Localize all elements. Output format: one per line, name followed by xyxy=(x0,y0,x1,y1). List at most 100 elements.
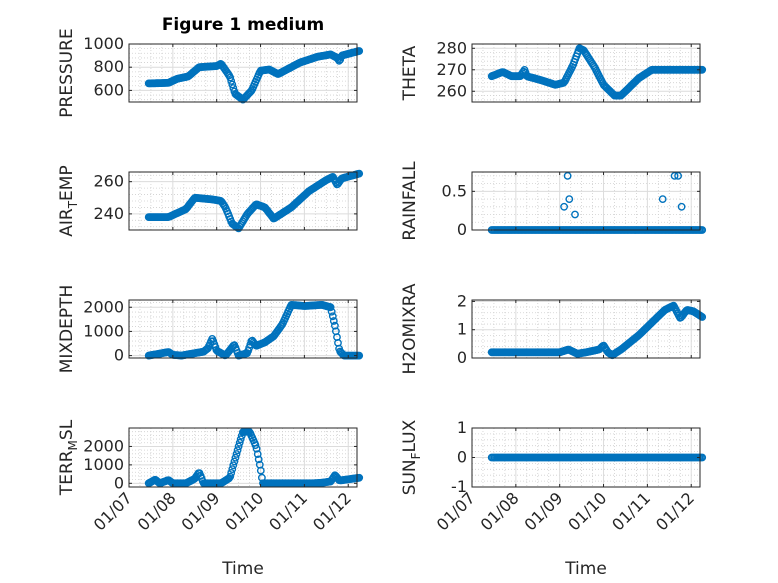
y-tick-label: 1000 xyxy=(83,34,124,53)
subplot-8: -10101/0701/0801/0901/1001/1101/12SUNFLU… xyxy=(400,418,707,534)
data-point xyxy=(328,312,337,321)
data-point xyxy=(232,450,241,458)
x-tick-label: 01/07 xyxy=(90,488,136,534)
y-tick-label: 270 xyxy=(436,60,467,79)
data-point xyxy=(228,465,237,473)
series-markers xyxy=(487,171,707,234)
y-tick-label: 0 xyxy=(114,346,124,365)
y-axis-label: H2OMIXRA xyxy=(400,283,420,374)
data-point xyxy=(327,307,336,316)
series-markers xyxy=(487,44,707,100)
y-axis-label: MIXDEPTH xyxy=(57,285,77,374)
x-tick-label: 01/09 xyxy=(177,488,223,534)
y-tick-label: 1 xyxy=(457,418,467,437)
y-tick-label: 2 xyxy=(457,291,467,310)
subplot-4: 0 0.5 RAINFALL xyxy=(400,161,707,241)
x-tick-label: 01/12 xyxy=(652,488,698,534)
data-point xyxy=(251,441,260,449)
y-tick-label: 260 xyxy=(93,172,124,191)
y-tick-label: 260 xyxy=(436,81,467,100)
data-point xyxy=(229,461,238,470)
data-point xyxy=(228,80,237,89)
series-markers xyxy=(487,453,707,462)
axes-box xyxy=(471,43,701,103)
x-tick-label: 01/11 xyxy=(265,488,311,534)
subplot-5: 0 1000 2000 MIXDEPTH xyxy=(57,285,364,374)
series-markers xyxy=(487,301,707,360)
y-axis-label: THETA xyxy=(400,45,420,101)
data-point xyxy=(253,450,262,458)
data-point xyxy=(563,171,572,180)
y-tick-label: 1000 xyxy=(83,455,124,474)
y-tick-label: 0 xyxy=(457,448,467,467)
y-tick-label: 0.5 xyxy=(442,181,467,200)
axes-box xyxy=(471,299,701,359)
data-point xyxy=(252,444,261,453)
data-point xyxy=(355,473,364,482)
y-tick-label: 800 xyxy=(93,57,124,76)
x-axis-label-left: Time xyxy=(221,559,264,579)
series-markers xyxy=(144,47,364,104)
y-tick-label: 0 xyxy=(457,220,467,239)
y-tick-label: 600 xyxy=(93,80,124,99)
data-point xyxy=(355,169,364,178)
x-tick-label: 01/08 xyxy=(477,488,523,534)
data-point xyxy=(698,313,707,321)
data-point xyxy=(230,457,239,466)
y-axis-label: PRESSURE xyxy=(57,28,77,117)
y-axis-label: TERRMSL xyxy=(57,419,80,496)
data-point xyxy=(236,435,245,444)
y-tick-label: 1000 xyxy=(83,321,124,340)
x-tick-label: 01/12 xyxy=(309,488,355,534)
y-tick-label: 240 xyxy=(93,204,124,223)
series-markers xyxy=(144,169,364,233)
data-point xyxy=(571,210,579,219)
x-axis-label-right: Time xyxy=(564,559,607,579)
subplot-6: 0 1 2 H2OMIXRA xyxy=(400,283,707,375)
data-point xyxy=(256,466,265,475)
data-point xyxy=(560,202,568,211)
y-tick-label: 0 xyxy=(114,473,124,492)
y-axis-label: SUNFLUX xyxy=(400,419,423,495)
y-tick-label: 2000 xyxy=(83,436,124,455)
axes-box xyxy=(471,171,701,231)
x-tick-label: 01/10 xyxy=(564,488,610,534)
x-tick-label: 01/09 xyxy=(520,488,566,534)
data-point xyxy=(226,472,235,481)
data-point xyxy=(658,195,667,204)
data-point xyxy=(226,73,235,82)
series-markers xyxy=(144,300,364,360)
subplot-3: 240 260 AIRTEMP xyxy=(57,165,364,237)
axes-box xyxy=(128,299,358,359)
axes-box xyxy=(128,427,358,488)
series-markers xyxy=(144,427,364,488)
data-point xyxy=(233,446,242,455)
data-point xyxy=(329,317,338,325)
data-point xyxy=(254,455,263,464)
x-tick-label: 01/11 xyxy=(608,488,654,534)
data-point xyxy=(227,77,236,85)
data-point xyxy=(235,438,244,447)
x-tick-label: 01/08 xyxy=(134,488,180,534)
x-tick-label: 01/10 xyxy=(221,488,267,534)
y-tick-label: 280 xyxy=(436,38,467,57)
y-axis-label: AIRTEMP xyxy=(57,165,80,236)
figure-title: Figure 1 medium xyxy=(162,15,324,35)
data-point xyxy=(670,171,679,180)
axes-box xyxy=(128,171,358,231)
data-point xyxy=(231,453,240,462)
data-point xyxy=(565,195,574,204)
data-point xyxy=(234,442,243,451)
y-tick-label: 1 xyxy=(457,320,467,339)
data-point xyxy=(326,303,335,312)
axes-box xyxy=(128,43,358,103)
y-axis-label: RAINFALL xyxy=(400,161,420,241)
data-point xyxy=(355,47,364,55)
data-point xyxy=(674,171,682,180)
subplot-2: 260 270 280 THETA xyxy=(400,38,707,103)
y-tick-label: -1 xyxy=(451,477,467,496)
y-tick-label: 2000 xyxy=(83,297,124,316)
data-point xyxy=(227,468,236,477)
